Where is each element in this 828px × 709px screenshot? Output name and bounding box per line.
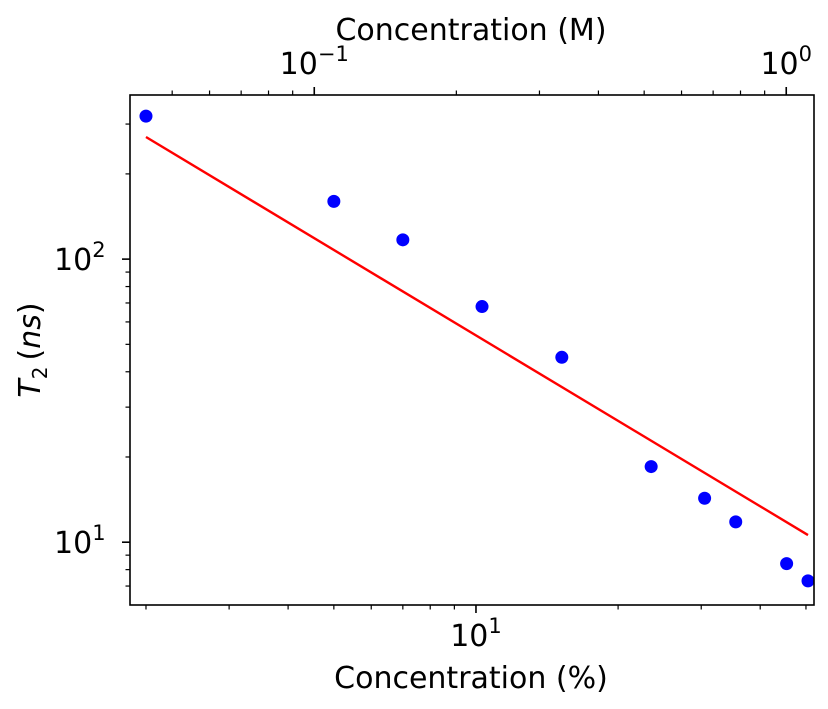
y-label-close-paren: ): [13, 302, 48, 314]
y-label-subscript: 2: [28, 367, 52, 380]
x-tick-label: 101: [450, 614, 502, 654]
y-label-open-paren: (: [13, 349, 48, 361]
data-point: [555, 350, 569, 364]
y-axis-label: T2 (ns): [13, 302, 52, 397]
y-tick-label: 101: [54, 521, 106, 561]
data-point: [327, 194, 341, 208]
data-point: [698, 491, 712, 505]
top-tick-label: 100: [760, 42, 812, 82]
points-layer: [139, 109, 815, 588]
data-point: [475, 300, 489, 314]
data-point: [780, 557, 794, 571]
y-label-units: ns: [13, 314, 48, 349]
data-point: [729, 515, 743, 529]
y-label-symbol: T: [13, 377, 48, 398]
plot-frame: [129, 94, 815, 606]
data-point: [396, 233, 410, 247]
data-point: [801, 574, 815, 588]
ticks-layer: 101 101 102 10−1 100: [54, 42, 812, 654]
x-axis-label: Concentration (%): [334, 661, 608, 696]
y-tick-label: 102: [54, 238, 106, 278]
fit-line-layer: [145, 135, 809, 537]
fit-line: [145, 135, 809, 537]
data-point: [644, 460, 658, 474]
top-x-axis-label: Concentration (M): [335, 13, 606, 48]
top-tick-label: 10−1: [280, 42, 349, 82]
data-point: [139, 109, 153, 123]
